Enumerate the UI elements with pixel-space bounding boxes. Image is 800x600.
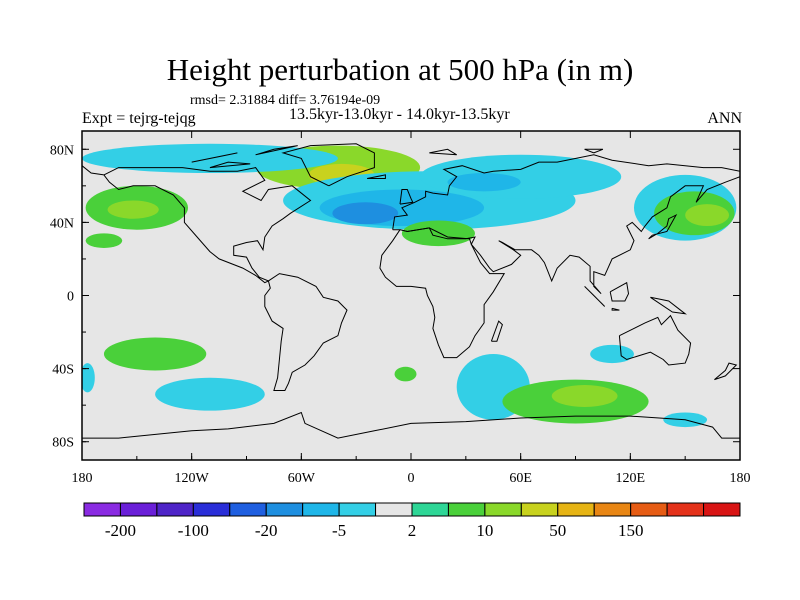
- colorbar-swatch: [484, 502, 522, 517]
- y-tick-label: 80S: [52, 436, 74, 451]
- y-tick-label: 40N: [50, 216, 74, 231]
- coastline-9: [490, 320, 503, 342]
- coastline-15: [367, 174, 386, 179]
- season-label: ANN: [707, 110, 742, 127]
- coastline-3: [392, 154, 740, 295]
- coastline-18: [191, 152, 238, 163]
- anomaly-region-s-atlantic-small-positive: [394, 366, 417, 382]
- x-tick-label: 60E: [509, 471, 532, 486]
- anomaly-region-s-pacific-positive: [103, 337, 207, 371]
- colorbar-swatch: [593, 502, 632, 517]
- coastline-8: [648, 213, 678, 240]
- colorbar-swatch: [411, 502, 449, 517]
- coastline-16: [82, 165, 104, 176]
- x-tick-label: 120W: [175, 471, 210, 486]
- colorbar-swatch: [630, 502, 668, 517]
- x-tick-label: 0: [408, 471, 415, 486]
- coastline-19: [255, 145, 298, 156]
- colorbar-label: -200: [105, 521, 136, 540]
- colorbar-swatch: [83, 502, 121, 517]
- y-tick-label: 80N: [50, 143, 74, 158]
- x-tick-label: 180: [730, 471, 751, 486]
- colorbar-swatch: [557, 502, 595, 517]
- coastline-6: [82, 411, 740, 439]
- y-tick-label: 0: [67, 290, 74, 305]
- colorbar-swatch: [119, 502, 158, 517]
- anomaly-region-n-atlantic-negative-core: [332, 202, 399, 225]
- coastline-17: [209, 161, 251, 169]
- anomaly-region-mediterranean-positive: [401, 220, 475, 247]
- colorbar-label: 10: [476, 521, 493, 540]
- y-tick-label: 40S: [52, 363, 74, 378]
- experiment-label: Expt = tejrg-tejqg: [82, 110, 196, 127]
- colorbar-swatch: [447, 502, 486, 517]
- colorbar-swatch: [666, 502, 705, 517]
- anomaly-region-n-pacific-west-core: [685, 204, 730, 227]
- coastline-0: [103, 167, 312, 284]
- colorbar-label: 2: [408, 521, 417, 540]
- coastline-13: [650, 296, 687, 315]
- coastline-14: [714, 362, 738, 381]
- coastline-4: [379, 227, 506, 359]
- coastline-5: [618, 314, 692, 366]
- coastline-20: [584, 148, 604, 154]
- x-tick-label: 60W: [288, 471, 316, 486]
- colorbar-label: 50: [549, 521, 566, 540]
- anomaly-region-n-pacific-east-core: [107, 200, 159, 219]
- anomaly-region-australia-negative: [590, 344, 634, 364]
- colorbar-swatch: [302, 502, 340, 517]
- colorbar-label: -20: [255, 521, 278, 540]
- x-tick-label: 120E: [616, 471, 646, 486]
- coastline-11: [611, 307, 620, 311]
- anomaly-region-s-indian-core: [551, 385, 618, 407]
- coastline-10: [584, 286, 606, 307]
- colorbar-label: 150: [618, 521, 644, 540]
- colorbar-label: -5: [332, 521, 346, 540]
- x-tick-label: 180: [72, 471, 93, 486]
- anomaly-region-w-hemisphere-negative-edge: [82, 363, 95, 393]
- colorbar-label: -100: [178, 521, 209, 540]
- stats-line: rmsd= 2.31884 diff= 3.76194e-09: [190, 93, 381, 108]
- colorbar-swatch: [156, 502, 194, 517]
- anomaly-region-eurasia-negative-core: [447, 173, 521, 192]
- coastline-21: [429, 148, 457, 156]
- coastline-7: [399, 189, 414, 205]
- anomaly-region-ne-pacific-small-positive: [85, 233, 123, 248]
- anomaly-region-eurasia-negative: [420, 154, 622, 199]
- colorbar-swatch: [265, 502, 304, 517]
- colorbar-swatch: [375, 502, 413, 517]
- coastline-1: [264, 273, 348, 391]
- period-label: 13.5kyr-13.0kyr - 14.0kyr-13.5kyr: [289, 106, 510, 123]
- anomaly-region-s-pacific-negative: [155, 377, 265, 411]
- coastline-2: [281, 143, 375, 187]
- coastline-12: [609, 281, 630, 302]
- chart-title: Height perturbation at 500 hPa (in m): [166, 52, 634, 87]
- colorbar-swatch: [229, 502, 267, 517]
- colorbar-swatch: [703, 502, 741, 517]
- colorbar-swatch: [338, 502, 377, 517]
- colorbar-swatch: [192, 502, 231, 517]
- colorbar-swatch: [520, 502, 559, 517]
